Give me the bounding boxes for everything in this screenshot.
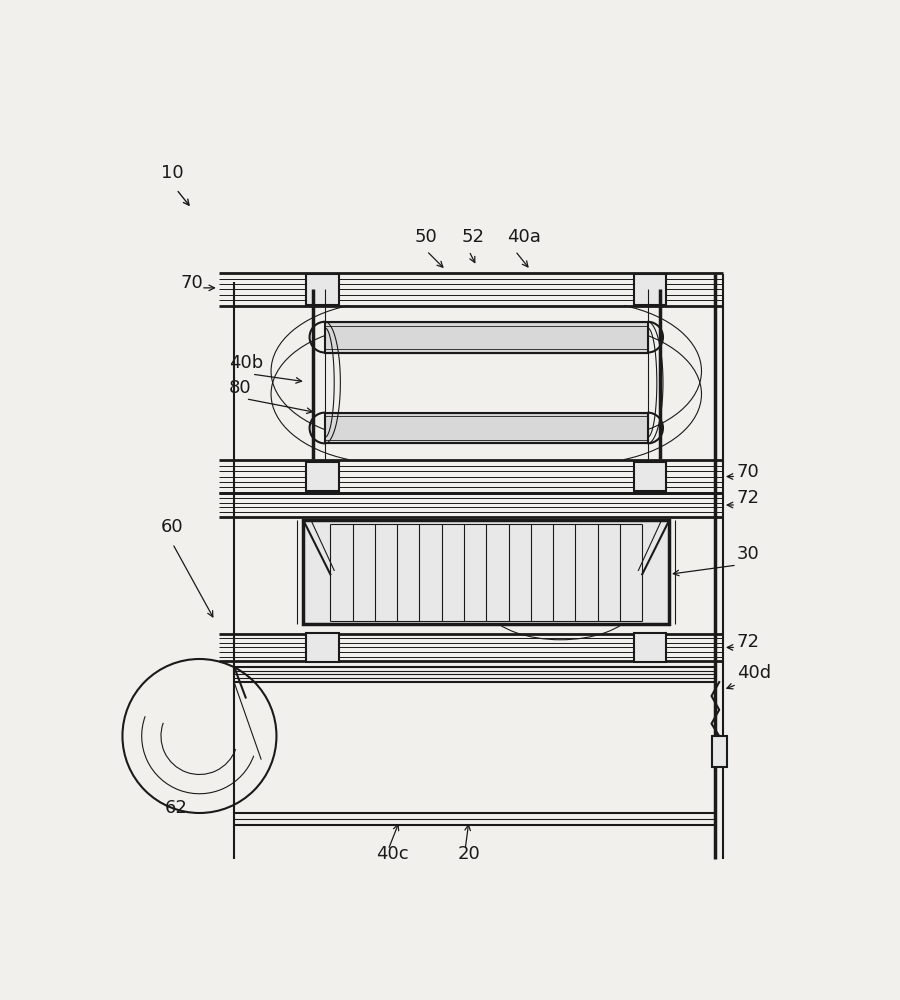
Text: 60: 60: [161, 518, 184, 536]
Text: 72: 72: [737, 489, 760, 507]
Bar: [303, 520, 669, 624]
Text: 30: 30: [737, 545, 760, 563]
Text: 40b: 40b: [229, 354, 263, 372]
Text: 80: 80: [229, 379, 251, 397]
Text: 10: 10: [161, 164, 184, 182]
Bar: [634, 633, 666, 662]
Text: 62: 62: [165, 799, 188, 817]
Bar: [307, 633, 338, 662]
Text: 70: 70: [737, 463, 760, 481]
Text: 72: 72: [737, 633, 760, 651]
Bar: [325, 413, 648, 443]
Bar: [325, 322, 648, 353]
Text: 40d: 40d: [737, 664, 771, 682]
Bar: [634, 274, 666, 305]
Bar: [712, 736, 727, 767]
Bar: [307, 462, 338, 491]
Text: 70: 70: [180, 274, 202, 292]
Bar: [307, 274, 338, 305]
Bar: [634, 462, 666, 491]
Text: 50: 50: [415, 228, 437, 246]
Text: 40c: 40c: [376, 845, 410, 863]
Text: 40a: 40a: [508, 228, 541, 246]
Text: 52: 52: [461, 228, 484, 246]
Text: 20: 20: [457, 845, 481, 863]
